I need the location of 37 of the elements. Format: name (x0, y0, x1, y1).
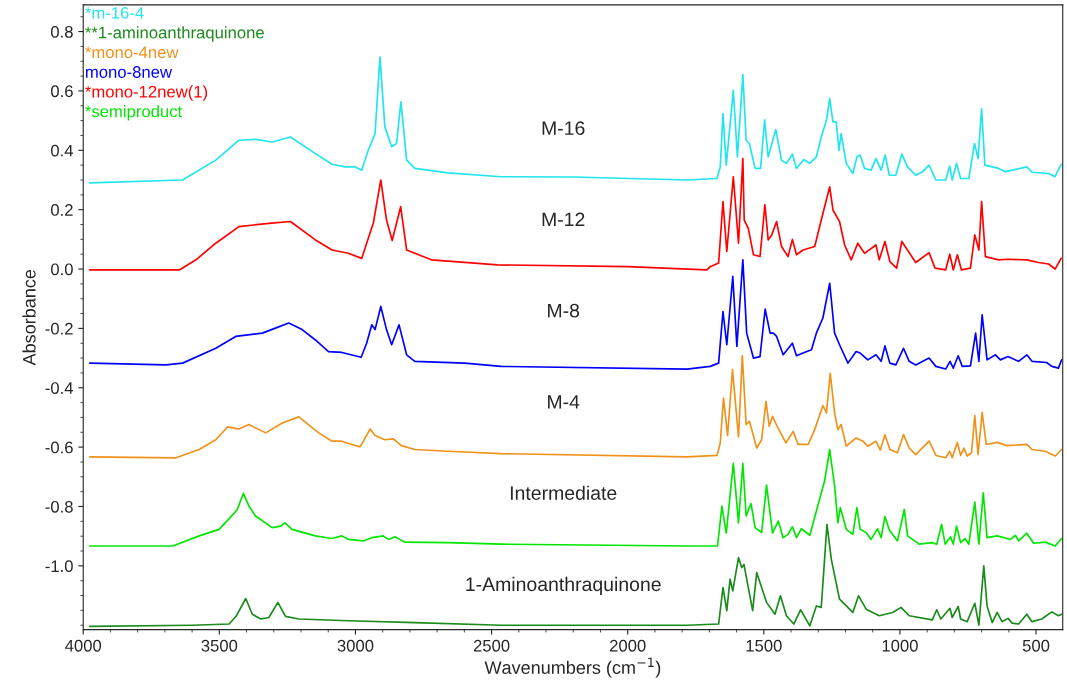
line-series (88, 523, 1063, 628)
x-tick-label: 2000 (610, 639, 646, 652)
y-tick-label: 0.8 (50, 25, 73, 38)
y-tick-label: 0.6 (50, 85, 73, 98)
y-tick-label: -1.0 (45, 560, 73, 573)
x-tick-label: 500 (1022, 639, 1050, 652)
annotation: M-16 (542, 121, 585, 136)
line-series (88, 258, 1063, 370)
x-tick-label: 3500 (201, 639, 238, 652)
text: mono-8new (86, 66, 173, 78)
line-series (88, 448, 1063, 547)
y-tick-label: -0.6 (45, 441, 73, 454)
x-tick-label: 4000 (65, 639, 102, 652)
x-tick-label: 2500 (473, 639, 510, 652)
text: *m-16-4 (85, 6, 144, 19)
y-tick-label: -0.4 (45, 382, 74, 394)
x-tick-label: 1500 (746, 639, 782, 652)
line-series (88, 354, 1063, 459)
y-tick-label: 0.0 (50, 263, 73, 276)
x-axis-title: Wavenumbers (cm$^{−1}$) (484, 657, 661, 678)
y-tick-label: 0.4 (50, 144, 74, 157)
y-tick-label: 0.2 (50, 204, 73, 216)
line-series (88, 157, 1062, 271)
y-axis-title: Absorbance (22, 269, 36, 366)
annotation: M-8 (548, 303, 580, 318)
annotation: 1-Aminoanthraquinone (466, 576, 661, 595)
text: *mono-4new (85, 46, 179, 59)
text: *semiproduct (85, 105, 183, 121)
annotation: M-12 (542, 212, 585, 227)
x-tick-label: 1000 (882, 639, 918, 652)
annotation: M-4 (548, 395, 580, 409)
y-tick-label: -0.8 (45, 500, 73, 513)
text: *mono-12new(1) (85, 85, 208, 101)
x-tick-label: 3000 (337, 639, 374, 652)
text: **1-aminoanthraquinone (85, 26, 264, 42)
y-tick-label: -0.2 (45, 322, 73, 335)
annotation: Intermediate (510, 485, 617, 500)
